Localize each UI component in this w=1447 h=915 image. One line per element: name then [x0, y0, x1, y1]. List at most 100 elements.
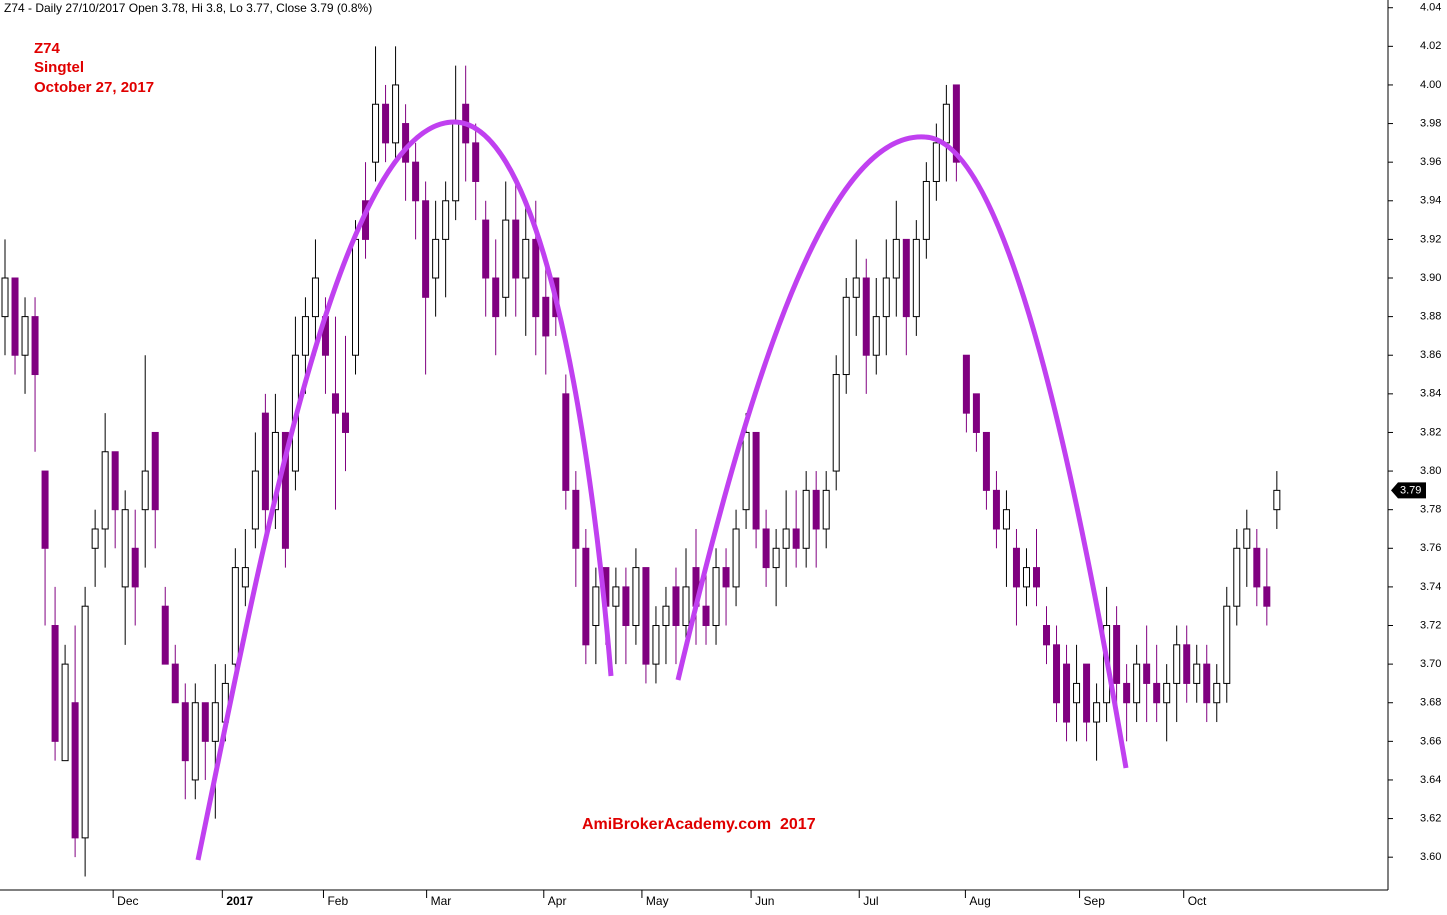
y-tick-label: 3.84	[1420, 388, 1441, 400]
y-tick-label: 3.74	[1420, 581, 1441, 593]
candle-body	[191, 702, 199, 781]
candle-body	[231, 567, 239, 665]
y-tick-label: 3.90	[1420, 272, 1441, 284]
candle-body	[932, 142, 940, 182]
y-tick-label: 4.02	[1420, 40, 1441, 52]
y-tick-label: 3.60	[1420, 851, 1441, 863]
candle-body	[1273, 489, 1281, 511]
candle-body	[422, 200, 430, 298]
candle-body	[402, 123, 410, 163]
candle-body	[892, 238, 900, 279]
candle-body	[952, 84, 960, 163]
y-tick-label: 3.66	[1420, 735, 1441, 747]
candle-body	[121, 509, 129, 588]
candle-body	[482, 219, 490, 279]
x-tick-label: Feb	[327, 894, 348, 908]
last-price-tag	[1391, 482, 1426, 499]
candle-body	[802, 489, 810, 549]
candle-body	[1063, 663, 1071, 723]
candle-body	[1183, 644, 1191, 684]
candle-body	[622, 586, 630, 627]
candle-body	[642, 567, 650, 665]
candle-body	[1213, 682, 1221, 704]
candle-body	[61, 663, 69, 762]
candle-body	[542, 296, 550, 337]
y-tick-label: 3.78	[1420, 504, 1441, 516]
candle-body	[301, 316, 309, 356]
candle-body	[1043, 625, 1051, 646]
candle-body	[562, 393, 570, 491]
candle-body	[241, 567, 249, 588]
candle-body	[101, 451, 109, 530]
y-tick-label: 3.76	[1420, 542, 1441, 554]
x-tick-label: Oct	[1188, 894, 1207, 908]
candle-body	[592, 586, 600, 627]
candle-body	[822, 489, 830, 530]
candle-body	[382, 103, 390, 144]
candle-body	[862, 277, 870, 356]
candle-body	[1253, 547, 1261, 588]
candle-body	[331, 393, 339, 414]
candle-body	[1022, 567, 1030, 588]
candle-body	[852, 277, 860, 298]
candle-body	[1, 277, 9, 318]
candle-body	[1263, 586, 1271, 607]
y-tick-label: 3.88	[1420, 311, 1441, 323]
candle-body	[762, 528, 770, 569]
x-tick-label: Aug	[969, 894, 990, 908]
candle-body	[1053, 644, 1061, 704]
x-tick-label: Jun	[755, 894, 774, 908]
watermark: AmiBrokerAcademy.com 2017	[582, 816, 816, 833]
candle-body	[512, 219, 520, 279]
candle-body	[432, 238, 440, 279]
x-tick-label: Sep	[1084, 894, 1106, 908]
y-tick-label: 4.00	[1420, 79, 1441, 91]
candle-body	[532, 238, 540, 318]
candle-body	[882, 277, 890, 318]
candle-body	[872, 316, 880, 356]
candle-body	[1243, 528, 1251, 549]
candle-body	[522, 238, 530, 279]
candle-body	[51, 625, 59, 742]
candle-body	[902, 238, 910, 318]
y-tick-label: 4.04	[1420, 2, 1441, 14]
candle-body	[1153, 682, 1161, 704]
candle-body	[1203, 663, 1211, 704]
candle-body	[111, 451, 119, 511]
annotation: October 27, 2017	[34, 79, 154, 96]
candle-body	[922, 180, 930, 240]
candle-body	[502, 219, 510, 298]
candle-body	[742, 431, 750, 511]
candle-body	[1223, 605, 1231, 684]
candle-body	[131, 547, 139, 588]
x-tick-label: 2017	[226, 894, 253, 908]
candle-body	[832, 374, 840, 472]
candle-body	[652, 625, 660, 665]
candle-body	[752, 431, 760, 530]
y-tick-label: 3.82	[1420, 426, 1441, 438]
candle-body	[962, 354, 970, 414]
candle-body	[682, 586, 690, 627]
candle-body	[942, 103, 950, 144]
candle-body	[1233, 547, 1241, 607]
candle-body	[572, 489, 580, 549]
candle-body	[161, 605, 169, 665]
candle-body	[1032, 567, 1040, 588]
candle-body	[211, 702, 219, 742]
y-tick-label: 3.70	[1420, 658, 1441, 670]
candles	[1, 46, 1281, 877]
candle-body	[1163, 682, 1171, 704]
candle-body	[151, 431, 159, 511]
arc-annotation	[675, 134, 1129, 769]
candle-body	[41, 470, 49, 549]
candle-body	[702, 605, 710, 627]
candle-body	[812, 489, 820, 530]
candle-body	[452, 123, 460, 202]
candle-body	[982, 431, 990, 491]
candle-body	[472, 142, 480, 182]
candle-body	[992, 489, 1000, 530]
y-tick-label: 3.98	[1420, 117, 1441, 129]
y-tick-label: 3.94	[1420, 195, 1441, 207]
